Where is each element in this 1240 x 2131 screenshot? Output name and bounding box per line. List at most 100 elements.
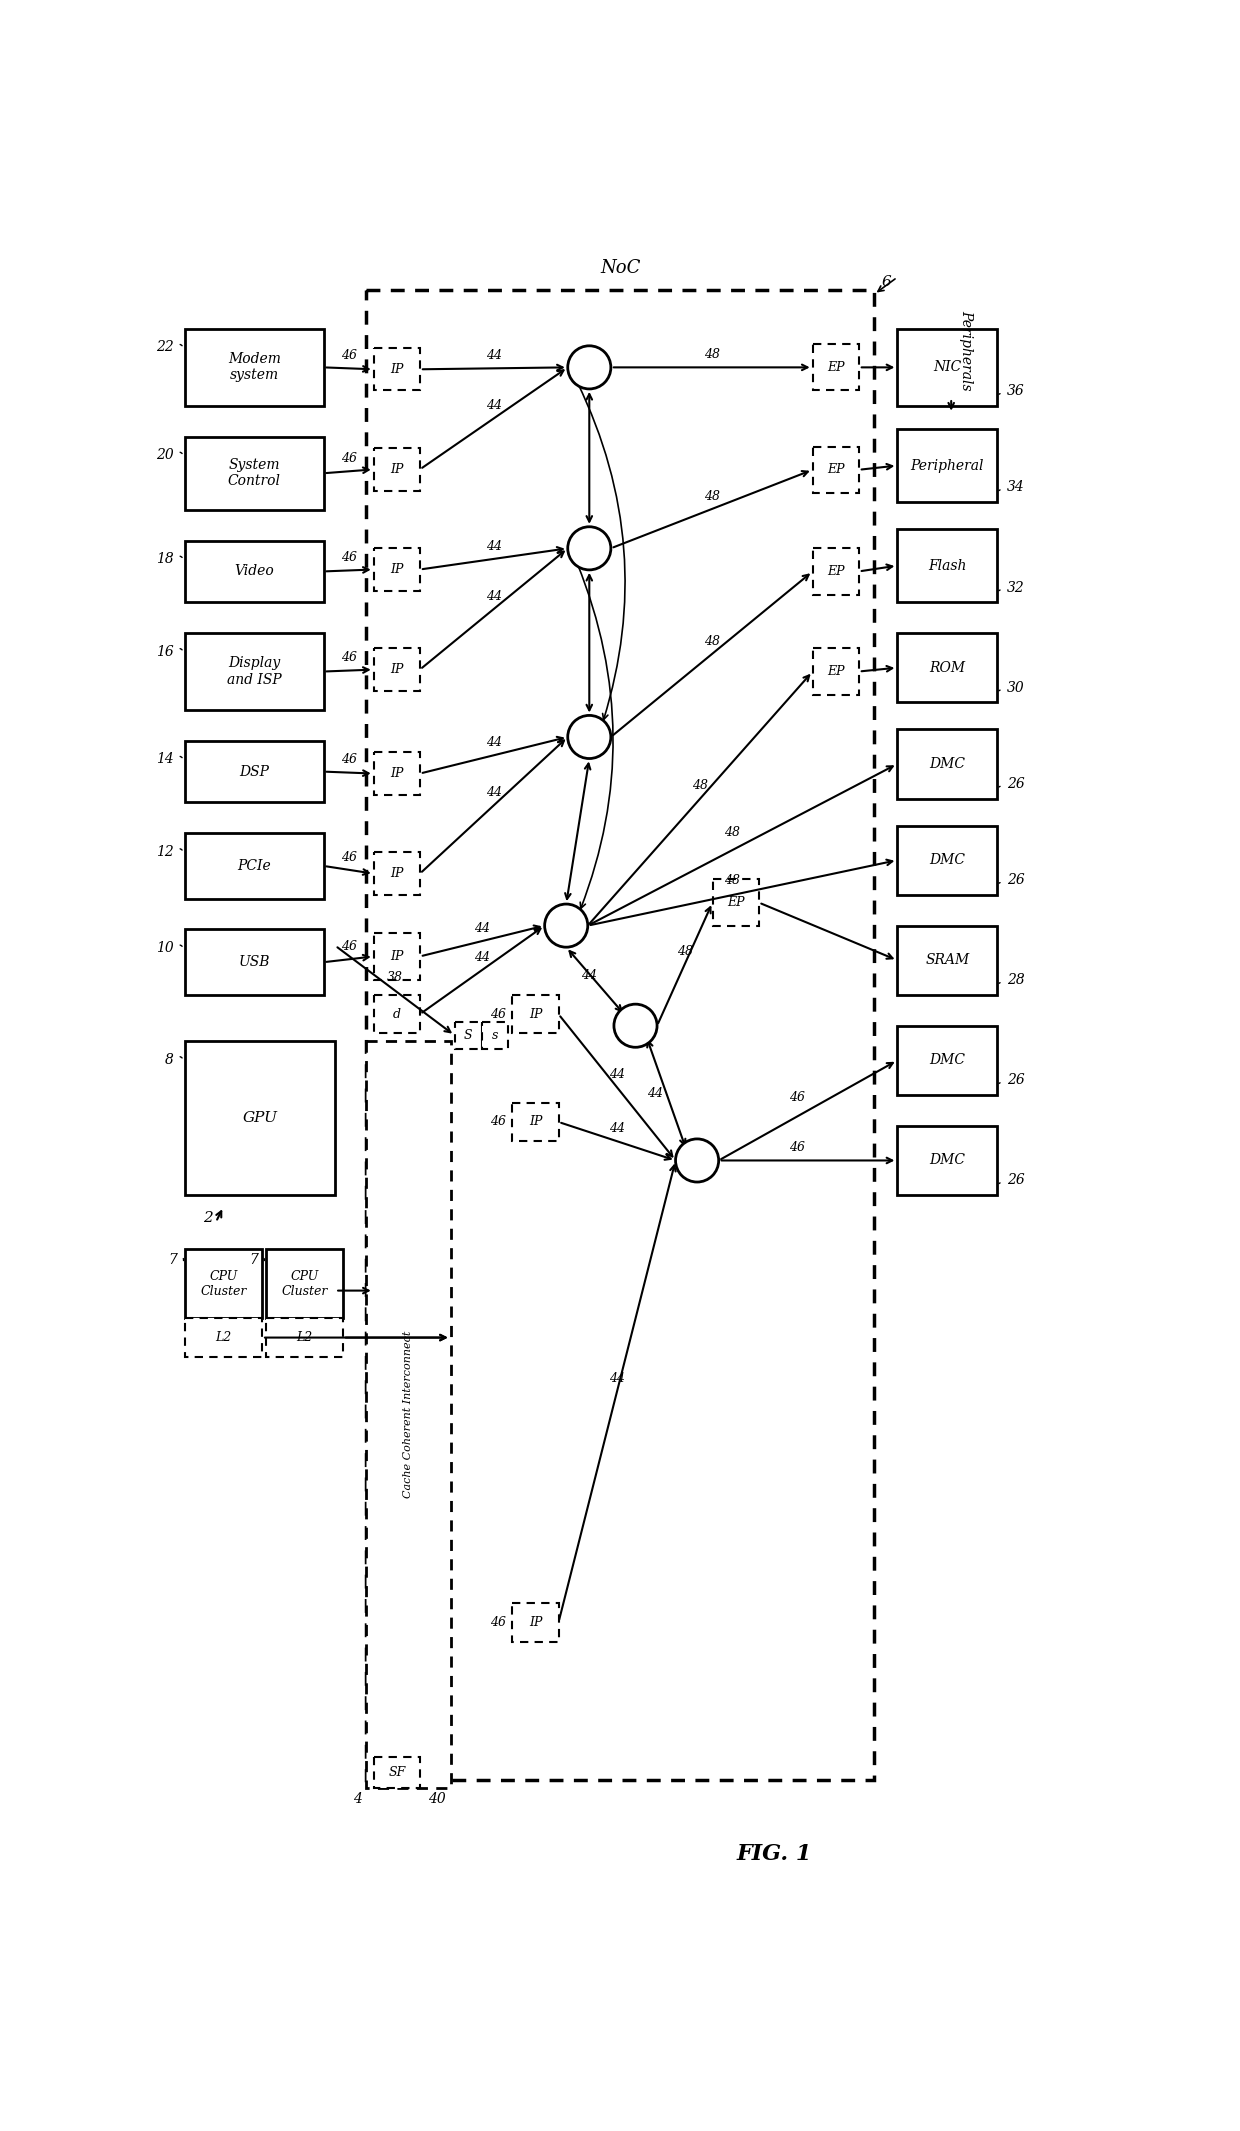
FancyBboxPatch shape — [481, 1023, 508, 1048]
Text: S: S — [464, 1029, 472, 1042]
FancyBboxPatch shape — [185, 437, 324, 509]
Text: 46: 46 — [490, 1615, 506, 1628]
Text: 7: 7 — [249, 1253, 258, 1266]
Text: DMC: DMC — [929, 852, 966, 867]
FancyBboxPatch shape — [373, 752, 420, 795]
Text: DMC: DMC — [929, 1153, 966, 1168]
Text: DSP: DSP — [239, 765, 269, 778]
FancyBboxPatch shape — [265, 1249, 343, 1319]
Text: 46: 46 — [789, 1142, 805, 1155]
FancyBboxPatch shape — [812, 448, 859, 492]
FancyBboxPatch shape — [185, 929, 324, 995]
Text: EP: EP — [827, 462, 844, 477]
Text: 40: 40 — [428, 1792, 445, 1805]
Text: Peripherals: Peripherals — [960, 309, 973, 390]
Text: 46: 46 — [341, 349, 357, 362]
Text: IP: IP — [391, 462, 403, 475]
Text: 44: 44 — [474, 950, 490, 963]
FancyBboxPatch shape — [812, 548, 859, 595]
Text: SF: SF — [388, 1767, 405, 1779]
FancyBboxPatch shape — [185, 742, 324, 803]
Text: 10: 10 — [156, 942, 174, 955]
FancyBboxPatch shape — [898, 428, 997, 503]
FancyBboxPatch shape — [185, 1319, 262, 1357]
Text: 46: 46 — [341, 754, 357, 767]
Text: NIC: NIC — [934, 360, 961, 375]
Text: NoC: NoC — [600, 258, 640, 277]
Text: FIG. 1: FIG. 1 — [737, 1843, 812, 1865]
Text: 32: 32 — [1007, 580, 1024, 595]
Text: Cache Coherent Interconnect: Cache Coherent Interconnect — [403, 1332, 413, 1498]
Text: DMC: DMC — [929, 757, 966, 771]
Text: 16: 16 — [156, 644, 174, 658]
Text: EP: EP — [827, 565, 844, 578]
Text: 8: 8 — [165, 1053, 174, 1068]
Text: 26: 26 — [1007, 1174, 1024, 1187]
Text: 46: 46 — [490, 1008, 506, 1021]
Text: 44: 44 — [582, 970, 598, 982]
FancyBboxPatch shape — [898, 925, 997, 995]
Text: 48: 48 — [704, 635, 719, 648]
Text: CPU
Cluster: CPU Cluster — [281, 1270, 327, 1298]
Text: IP: IP — [391, 950, 403, 963]
Text: 36: 36 — [1007, 384, 1024, 398]
Text: 38: 38 — [387, 972, 403, 985]
Text: IP: IP — [391, 362, 403, 375]
Text: 44: 44 — [647, 1087, 662, 1100]
Text: USB: USB — [238, 955, 270, 970]
Text: IP: IP — [391, 767, 403, 780]
Text: d: d — [393, 1008, 401, 1021]
Text: 26: 26 — [1007, 1074, 1024, 1087]
Text: SRAM: SRAM — [925, 953, 970, 967]
Text: 44: 44 — [486, 590, 502, 603]
Text: System
Control: System Control — [228, 458, 280, 488]
Text: CPU
Cluster: CPU Cluster — [201, 1270, 247, 1298]
FancyBboxPatch shape — [898, 528, 997, 603]
Text: 44: 44 — [474, 923, 490, 936]
Text: Peripheral: Peripheral — [910, 458, 985, 473]
FancyBboxPatch shape — [373, 933, 420, 980]
FancyBboxPatch shape — [366, 1042, 450, 1788]
Text: 44: 44 — [609, 1123, 625, 1136]
Text: 26: 26 — [1007, 874, 1024, 886]
Text: 44: 44 — [486, 398, 502, 411]
Text: 6: 6 — [882, 275, 892, 290]
FancyBboxPatch shape — [265, 1319, 343, 1357]
Text: 14: 14 — [156, 752, 174, 767]
Circle shape — [568, 716, 611, 759]
Text: 46: 46 — [341, 652, 357, 665]
FancyBboxPatch shape — [185, 1042, 335, 1195]
Text: 46: 46 — [341, 452, 357, 465]
Text: PCIe: PCIe — [238, 859, 272, 874]
Text: EP: EP — [727, 895, 744, 910]
Text: IP: IP — [528, 1615, 542, 1628]
FancyBboxPatch shape — [373, 347, 420, 390]
Text: IP: IP — [391, 663, 403, 676]
Text: 44: 44 — [609, 1372, 625, 1385]
Text: 46: 46 — [490, 1115, 506, 1129]
Text: 44: 44 — [609, 1068, 625, 1080]
Text: 7: 7 — [169, 1253, 177, 1266]
FancyBboxPatch shape — [185, 541, 324, 603]
Text: 2: 2 — [203, 1210, 213, 1225]
FancyBboxPatch shape — [512, 1603, 558, 1641]
Text: IP: IP — [528, 1115, 542, 1129]
Text: 28: 28 — [1007, 974, 1024, 987]
Text: 46: 46 — [341, 940, 357, 953]
Text: DMC: DMC — [929, 1053, 966, 1068]
Text: L2: L2 — [296, 1332, 312, 1345]
Text: 18: 18 — [156, 552, 174, 567]
FancyBboxPatch shape — [512, 1102, 558, 1142]
FancyBboxPatch shape — [812, 345, 859, 390]
Circle shape — [568, 526, 611, 569]
Text: 48: 48 — [724, 874, 740, 886]
Text: IP: IP — [528, 1008, 542, 1021]
FancyBboxPatch shape — [366, 290, 874, 1779]
Text: 30: 30 — [1007, 680, 1024, 695]
FancyBboxPatch shape — [898, 633, 997, 703]
FancyBboxPatch shape — [898, 1025, 997, 1095]
Text: Flash: Flash — [929, 558, 966, 573]
Text: 44: 44 — [486, 539, 502, 552]
Text: 46: 46 — [341, 552, 357, 565]
Text: 20: 20 — [156, 448, 174, 462]
